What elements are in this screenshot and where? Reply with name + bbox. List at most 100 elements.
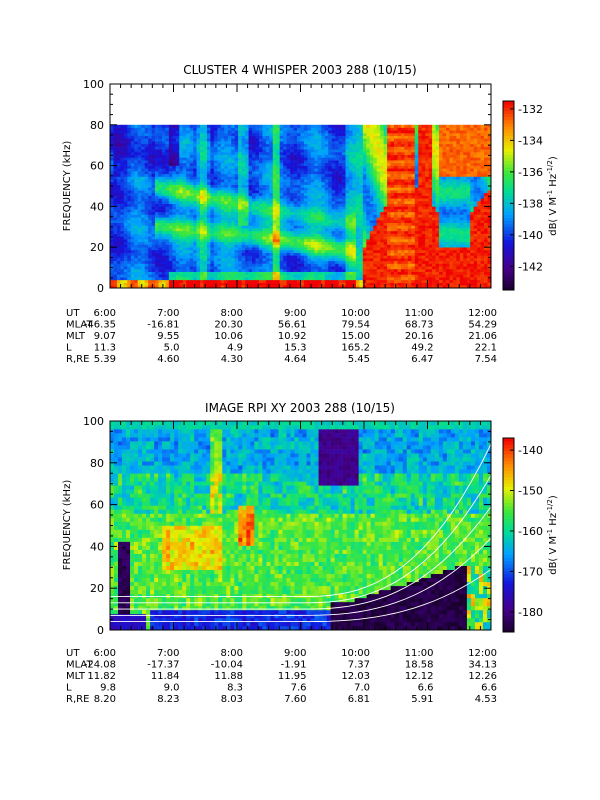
spectrogram-cell <box>314 127 319 131</box>
spectrogram-cell <box>213 130 218 134</box>
spectrogram-cell <box>116 239 121 243</box>
spectrogram-cell <box>394 190 398 194</box>
spectrogram-cell <box>314 266 319 270</box>
spectrogram-cell <box>390 279 395 283</box>
spectrogram-cell <box>258 179 263 183</box>
spectrogram-cell <box>290 192 294 196</box>
spectrogram-cell <box>380 138 384 142</box>
spectrogram-cell <box>300 160 305 164</box>
spectrogram-cell <box>179 146 184 150</box>
spectrogram-cell <box>179 206 184 210</box>
spectrogram-cell <box>394 233 398 237</box>
spectrogram-cell <box>234 214 239 218</box>
spectrogram-cell <box>193 176 197 180</box>
spectrogram-cell <box>380 168 384 172</box>
spectrogram-cell <box>300 282 305 286</box>
spectrogram-cell <box>217 228 222 232</box>
spectrogram-cell <box>348 263 353 267</box>
spectrogram-cell <box>179 152 184 156</box>
spectrogram-cell <box>310 157 315 161</box>
spectrogram-cell <box>376 176 381 180</box>
spectrogram-cell <box>373 244 377 248</box>
spectrogram-cell <box>200 143 204 147</box>
spectrogram-cell <box>352 260 357 264</box>
spectrogram-cell <box>293 143 298 147</box>
spectrogram-cell <box>231 274 235 278</box>
spectrogram-cell <box>383 173 388 177</box>
spectrogram-cell <box>172 135 177 139</box>
spectrogram-cell <box>231 282 235 286</box>
spectrogram-cell <box>342 165 346 169</box>
spectrogram-cell <box>158 239 163 243</box>
spectrogram-cell <box>234 258 239 262</box>
spectrogram-cell <box>293 244 298 248</box>
spectrogram-cell <box>255 233 260 237</box>
spectrogram-cell <box>297 135 301 139</box>
spectrogram-cell <box>376 247 381 251</box>
spectrogram-cell <box>293 258 298 262</box>
spectrogram-cell <box>193 195 197 199</box>
spectrogram-cell <box>255 241 260 245</box>
spectrogram-cell <box>255 285 260 289</box>
spectrogram-cell <box>158 266 163 270</box>
spectrogram-cell <box>314 195 319 199</box>
spectrogram-cell <box>345 171 350 175</box>
spectrogram-cell <box>265 168 270 172</box>
spectrogram-cell <box>123 211 128 215</box>
spectrogram-cell <box>200 247 204 251</box>
spectrogram-cell <box>345 198 350 202</box>
spectrogram-cell <box>113 274 118 278</box>
spectrogram-cell <box>269 241 274 245</box>
spectrogram-cell <box>359 203 364 207</box>
spectrogram-cell <box>196 141 201 145</box>
spectrogram-cell <box>276 176 281 180</box>
spectrogram-cell <box>348 211 353 215</box>
spectrogram-cell <box>390 146 395 150</box>
spectrogram-cell <box>255 279 260 283</box>
spectrogram-cell <box>175 184 180 188</box>
spectrogram-cell <box>345 233 350 237</box>
spectrogram-cell <box>348 157 353 161</box>
spectrogram-cell <box>148 247 152 251</box>
spectrogram-cell <box>387 184 391 188</box>
spectrogram-cell <box>376 138 381 142</box>
spectrogram-cell <box>220 206 225 210</box>
spectrogram-cell <box>123 274 128 278</box>
spectrogram-cell <box>362 198 367 202</box>
spectrogram-cell <box>217 138 222 142</box>
spectrogram-cell <box>220 184 225 188</box>
spectrogram-cell <box>394 277 398 281</box>
spectrogram-cell <box>168 274 173 278</box>
spectrogram-cell <box>283 206 287 210</box>
spectrogram-cell <box>255 222 260 226</box>
spectrogram-cell <box>324 168 329 172</box>
spectrogram-cell <box>179 274 184 278</box>
spectrogram-cell <box>217 171 222 175</box>
spectrogram-cell <box>241 124 246 128</box>
spectrogram-cell <box>352 198 357 202</box>
spectrogram-cell <box>387 211 391 215</box>
spectrogram-cell <box>279 222 284 226</box>
spectrogram-cell <box>110 127 114 131</box>
spectrogram-cell <box>238 244 242 248</box>
spectrogram-cell <box>255 258 260 262</box>
spectrogram-cell <box>300 132 305 136</box>
spectrogram-cell <box>248 135 253 139</box>
spectrogram-cell <box>314 222 319 226</box>
spectrogram-cell <box>234 171 239 175</box>
spectrogram-cell <box>286 268 291 272</box>
spectrogram-cell <box>394 263 398 267</box>
spectrogram-cell <box>217 132 222 136</box>
spectrogram-cell <box>307 230 312 234</box>
spectrogram-cell <box>380 244 384 248</box>
spectrogram-cell <box>300 233 305 237</box>
spectrogram-cell <box>342 135 346 139</box>
spectrogram-cell <box>252 230 256 234</box>
spectrogram-cell <box>189 230 194 234</box>
spectrogram-cell <box>331 146 336 150</box>
spectrogram-cell <box>362 146 367 150</box>
spectrogram-cell <box>196 176 201 180</box>
spectrogram-cell <box>286 195 291 199</box>
spectrogram-cell <box>175 266 180 270</box>
